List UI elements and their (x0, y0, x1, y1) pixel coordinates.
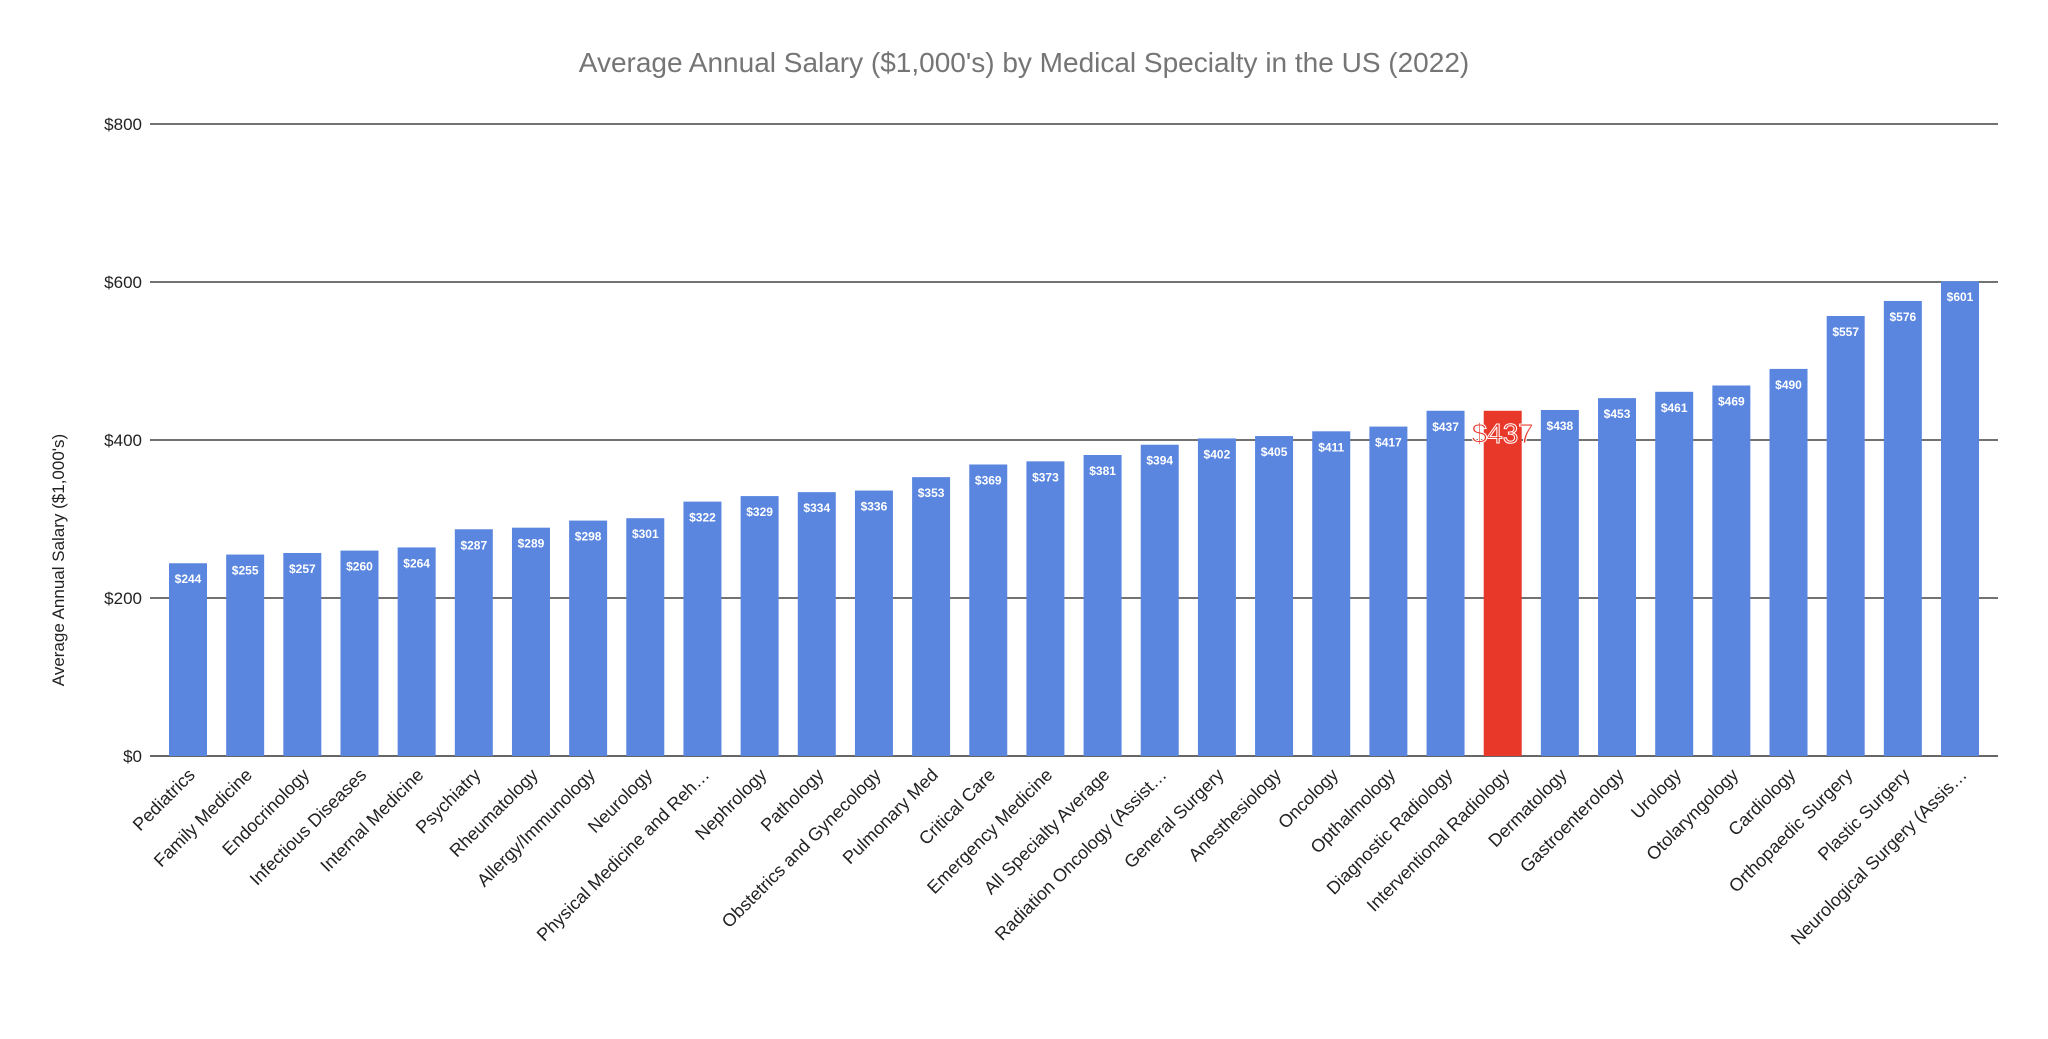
bar[interactable] (969, 464, 1008, 756)
data-label: $298 (575, 530, 602, 544)
bar[interactable] (1883, 300, 1922, 756)
data-label: $369 (975, 473, 1002, 487)
bar[interactable] (1426, 410, 1465, 756)
bar[interactable] (226, 554, 265, 756)
data-label: $461 (1661, 401, 1688, 415)
x-tick-label: General Surgery (1120, 765, 1228, 873)
data-label: $322 (689, 511, 716, 525)
bar[interactable] (1197, 438, 1236, 756)
bar[interactable] (511, 527, 550, 756)
data-label: $334 (803, 501, 830, 515)
bar[interactable] (1026, 461, 1065, 756)
bar[interactable] (569, 520, 608, 756)
bar[interactable] (1941, 281, 1979, 756)
data-label: $437 (1472, 418, 1534, 449)
data-label: $417 (1375, 436, 1402, 450)
data-label: $453 (1604, 407, 1631, 421)
bar[interactable] (169, 563, 207, 756)
bar[interactable] (1483, 410, 1522, 756)
bar[interactable] (283, 552, 322, 756)
bar[interactable] (1312, 431, 1351, 756)
data-label: $329 (746, 505, 773, 519)
bar[interactable] (740, 496, 779, 756)
data-label: $405 (1261, 445, 1288, 459)
data-label: $257 (289, 562, 316, 576)
bar[interactable] (683, 501, 722, 756)
x-tick-label: Family Medicine (150, 765, 256, 871)
data-label: $336 (861, 500, 888, 514)
y-tick-label: $0 (123, 747, 142, 766)
bar[interactable] (1255, 436, 1294, 756)
y-tick-label: $800 (104, 115, 142, 134)
data-label: $394 (1146, 454, 1173, 468)
data-label: $353 (918, 486, 945, 500)
data-label: $601 (1947, 290, 1974, 304)
x-tick-label: Internal Medicine (316, 765, 427, 876)
y-tick-label: $200 (104, 589, 142, 608)
data-label: $301 (632, 527, 659, 541)
y-tick-label: $600 (104, 273, 142, 292)
bar[interactable] (1655, 391, 1694, 756)
data-label: $287 (460, 538, 487, 552)
bar[interactable] (797, 492, 836, 756)
y-tick-label: $400 (104, 431, 142, 450)
data-label: $557 (1832, 325, 1859, 339)
data-label: $411 (1318, 440, 1344, 454)
x-tick-label: Urology (1627, 765, 1685, 823)
data-label: $469 (1718, 394, 1745, 408)
bar[interactable] (854, 490, 893, 756)
data-label: $490 (1775, 378, 1802, 392)
data-label: $438 (1547, 419, 1574, 433)
data-label: $260 (346, 560, 373, 574)
bar[interactable] (1769, 368, 1808, 756)
bar[interactable] (1598, 398, 1637, 756)
data-label: $576 (1889, 310, 1916, 324)
bar[interactable] (340, 550, 379, 756)
bar[interactable] (454, 529, 493, 756)
bar[interactable] (397, 547, 436, 756)
bar[interactable] (626, 518, 665, 756)
bar[interactable] (1140, 444, 1179, 756)
data-label: $244 (175, 572, 202, 586)
y-axis-label: Average Annual Salary ($1,000's) (49, 434, 68, 686)
bar[interactable] (1083, 455, 1122, 756)
data-label: $381 (1089, 464, 1116, 478)
data-label: $289 (518, 537, 545, 551)
x-tick-label: Gastroenterology (1516, 765, 1628, 877)
data-label: $264 (403, 556, 430, 570)
bar[interactable] (1540, 409, 1579, 756)
data-label: $402 (1204, 447, 1231, 461)
bar[interactable] (1369, 426, 1408, 756)
data-label: $373 (1032, 470, 1059, 484)
chart-title: Average Annual Salary ($1,000's) by Medi… (579, 47, 1469, 78)
bar[interactable] (1712, 385, 1751, 756)
bar[interactable] (912, 477, 951, 756)
data-label: $255 (232, 564, 259, 578)
bar[interactable] (1826, 315, 1865, 756)
data-label: $437 (1432, 420, 1459, 434)
